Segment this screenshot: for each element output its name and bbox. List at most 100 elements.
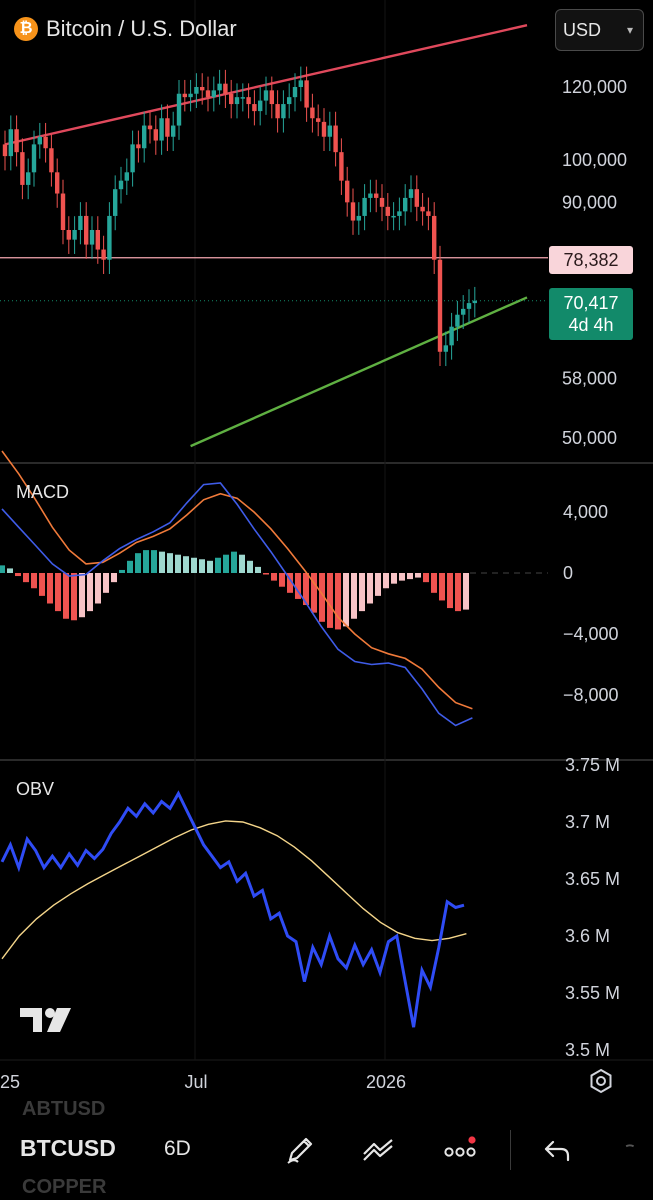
macd-histogram-bar (47, 573, 53, 604)
obv-tick-label: 3.65 M (565, 869, 620, 889)
candle (368, 193, 373, 198)
candle (362, 197, 367, 216)
macd-histogram-bar (407, 573, 413, 580)
redo-icon[interactable] (613, 1130, 643, 1170)
candle (472, 300, 477, 304)
candle (211, 90, 216, 98)
macd-histogram-bar (423, 573, 429, 583)
macd-histogram-bar (175, 554, 181, 573)
undo-icon[interactable] (537, 1130, 577, 1170)
candle (408, 189, 414, 198)
settings-gear-icon[interactable] (588, 1068, 614, 1094)
macd-histogram-bar (247, 560, 253, 573)
macd-histogram-bar (167, 553, 173, 573)
macd-histogram-bar (439, 573, 445, 601)
macd-histogram-bar (359, 573, 365, 612)
candle (8, 129, 13, 157)
candle (258, 100, 263, 112)
candle (374, 193, 379, 198)
candle (101, 249, 106, 260)
macd-histogram-bar (255, 566, 261, 573)
macd-histogram-bar (295, 573, 301, 599)
candle (20, 152, 25, 185)
candle (287, 97, 292, 105)
tradingview-logo-icon[interactable] (20, 1004, 74, 1038)
macd-label: MACD (16, 482, 69, 502)
macd-histogram-bar (319, 573, 325, 622)
macd-histogram-bar (111, 573, 117, 583)
currency-dropdown[interactable]: USD ▾ (555, 9, 644, 51)
draw-pen-icon[interactable] (280, 1130, 320, 1170)
candle (60, 193, 66, 231)
candle (43, 136, 48, 149)
macd-histogram-bar (431, 573, 437, 593)
bar-countdown: 4d 4h (568, 315, 614, 335)
macd-tick-label: 4,000 (563, 502, 608, 522)
macd-histogram-bar (55, 573, 61, 612)
obv-tick-label: 3.75 M (565, 755, 620, 775)
candle (345, 180, 350, 203)
candle (339, 152, 344, 181)
macd-histogram-bar (215, 557, 221, 573)
macd-histogram-bar (0, 565, 5, 573)
macd-histogram-bar (375, 573, 381, 596)
candle (461, 308, 466, 315)
obv-tick-label: 3.7 M (565, 812, 610, 832)
candle (449, 326, 454, 346)
macd-histogram-bar (447, 573, 453, 609)
candle (2, 144, 8, 157)
chevron-down-icon: ▾ (626, 23, 633, 37)
macd-tick-label: −8,000 (563, 685, 619, 705)
candle (432, 215, 437, 260)
timeframe-selector[interactable]: 6D (164, 1137, 191, 1160)
indicators-icon[interactable] (359, 1130, 399, 1170)
macd-histogram-bar (191, 557, 197, 573)
key-level-tag: 78,382 (549, 246, 633, 274)
candle (205, 90, 211, 98)
candle (246, 97, 251, 105)
candle (130, 144, 135, 173)
candle (194, 87, 199, 94)
macd-histogram-bar (63, 573, 69, 619)
candle (379, 197, 385, 207)
x-tick-label: Jul (184, 1072, 207, 1092)
candle (414, 189, 419, 207)
candle (72, 230, 77, 240)
candle (327, 125, 332, 137)
macd-histogram-bar (135, 553, 141, 573)
macd-histogram-bar (279, 573, 285, 587)
current-price-tag: 70,417 4d 4h (549, 288, 633, 340)
candle (298, 80, 303, 87)
macd-histogram-bar (79, 573, 85, 618)
price-tick-label: 100,000 (562, 150, 627, 170)
macd-histogram-bar (151, 550, 157, 573)
candle (281, 104, 286, 119)
candle-series (0, 24, 548, 448)
macd-histogram-bar (383, 573, 389, 589)
macd-histogram-bar (263, 573, 269, 575)
currency-value: USD (563, 19, 602, 40)
macd-histogram-bar (343, 573, 349, 627)
obv-tick-label: 3.5 M (565, 1040, 610, 1060)
chart-title[interactable]: ₿ Bitcoin / U.S. Dollar (14, 16, 237, 42)
candle (55, 172, 60, 194)
more-options-icon[interactable] (441, 1130, 481, 1170)
signal-line (1, 450, 473, 710)
macd-histogram-bar (103, 573, 109, 593)
candle (385, 206, 390, 216)
symbol-selector[interactable]: BTCUSD (20, 1135, 116, 1161)
candle (142, 125, 147, 149)
candle (252, 104, 257, 112)
x-tick-label: 2026 (366, 1072, 406, 1092)
chart-canvas[interactable]: 120,000 100,000 90,000 58,000 50,000 4,000 0 −4… (0, 0, 653, 1110)
candle (159, 118, 164, 141)
axes: 120,000 100,000 90,000 58,000 50,000 4,000 0 −4… (0, 77, 627, 1092)
macd-histogram-bar (311, 573, 317, 613)
candle (78, 215, 83, 231)
macd-histogram-bar (239, 554, 245, 573)
candle (356, 215, 361, 221)
candle (420, 206, 425, 212)
candle (153, 129, 158, 141)
candle (240, 97, 245, 99)
macd-histogram-bar (391, 573, 397, 584)
